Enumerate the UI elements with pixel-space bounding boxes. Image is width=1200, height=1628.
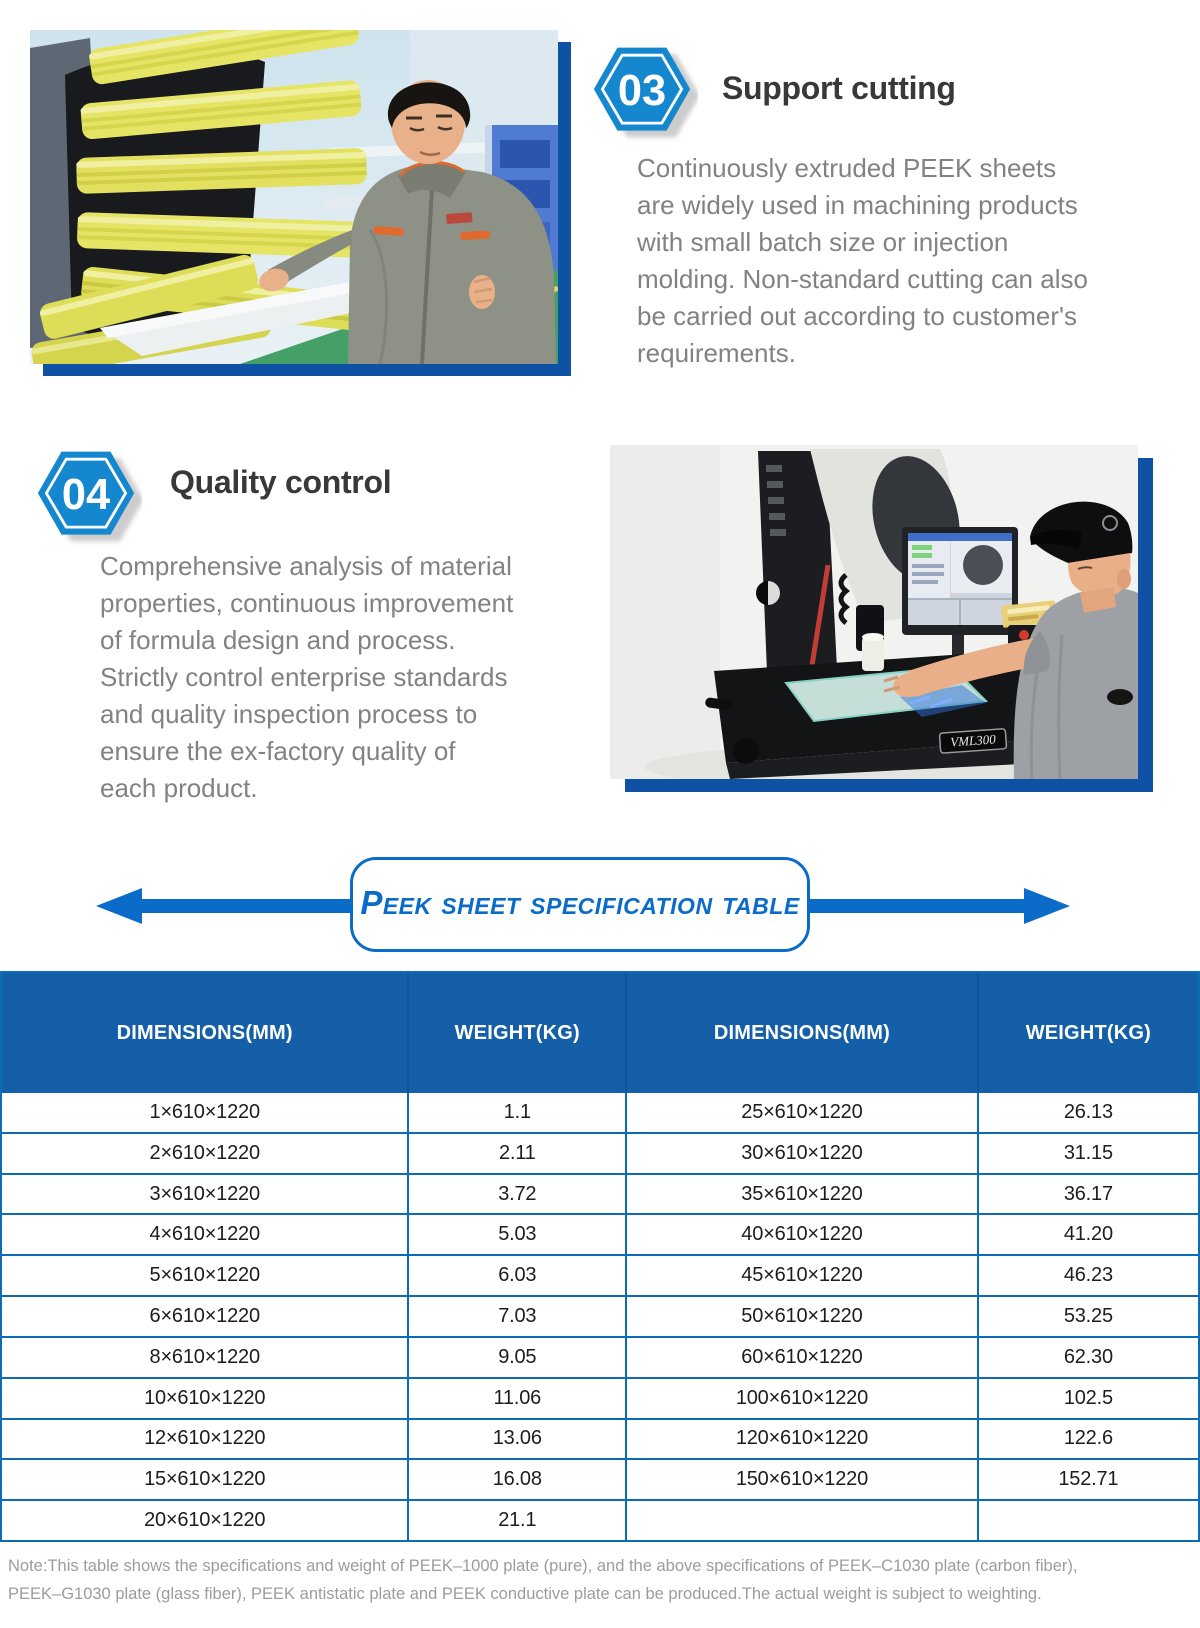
machine-nameplate: VML300 [938, 728, 1008, 754]
table-row: 3×610×1220 3.72 35×610×1220 36.17 [2, 1172, 1198, 1214]
table-cell: 53.25 [976, 1297, 1198, 1336]
table-row: 4×610×1220 5.03 40×610×1220 41.20 [2, 1213, 1198, 1255]
table-cell: 36.17 [976, 1174, 1198, 1214]
table-cell: 5.03 [407, 1215, 625, 1255]
table-cell: 6.03 [407, 1256, 625, 1296]
section-body-support-cutting: Continuously extruded PEEK sheets are wi… [637, 153, 1088, 368]
spec-table-header: DIMENSIONS(MM) WEIGHT(KG) DIMENSIONS(MM) WE… [0, 971, 1200, 1093]
table-row: 15×610×1220 16.08 150×610×1220 152.71 [2, 1458, 1198, 1500]
table-cell: 10×610×1220 [144, 1386, 266, 1409]
table-cell [625, 1501, 977, 1540]
quality-photo-illustration: VML300 [610, 445, 1138, 779]
quality-control-photo: VML300 [610, 445, 1138, 779]
table-cell: 2.11 [407, 1133, 625, 1173]
machine-label: VML300 [950, 731, 997, 749]
section-title-support-cutting: Support cutting [722, 70, 956, 106]
table-cell: 6×610×1220 [149, 1304, 261, 1327]
table-cell: 4×610×1220 [149, 1223, 261, 1246]
table-cell: 11.06 [407, 1378, 625, 1418]
factory-photo-illustration [30, 30, 558, 364]
table-cell [976, 1501, 1198, 1540]
table-cell: 3.72 [407, 1174, 625, 1214]
table-cell: 45×610×1220 [625, 1256, 977, 1296]
table-cell: 150×610×1220 [625, 1460, 977, 1500]
table-cell: 3×610×1220 [149, 1182, 261, 1205]
table-cell: 25×610×1220 [625, 1093, 977, 1132]
table-row: 8×610×1220 9.05 60×610×1220 62.30 [2, 1335, 1198, 1377]
table-cell: 16.08 [407, 1460, 625, 1500]
table-row: 6×610×1220 7.03 50×610×1220 53.25 [2, 1295, 1198, 1336]
table-row: 2×610×1220 2.11 30×610×1220 31.15 [2, 1131, 1198, 1173]
table-row: 12×610×1220 13.06 120×610×1220 122.6 [2, 1417, 1198, 1459]
table-cell: 15×610×1220 [144, 1468, 266, 1491]
table-cell: 1×610×1220 [149, 1100, 261, 1123]
table-cell: 5×610×1220 [149, 1264, 261, 1287]
table-row: 10×610×1220 11.06 100×610×1220 102.5 [2, 1376, 1198, 1418]
table-cell: 2×610×1220 [149, 1141, 261, 1164]
table-cell: 152.71 [976, 1460, 1198, 1500]
table-cell: 102.5 [976, 1378, 1198, 1418]
hexagon-badge-icon: 03 [593, 47, 700, 138]
table-cell: 41.20 [976, 1215, 1198, 1255]
table-cell: 62.30 [976, 1337, 1198, 1377]
column-header: WEIGHT(KG) [407, 973, 625, 1093]
column-header: DIMENSIONS(MM) [116, 1021, 293, 1044]
spec-table-body: 1×610×1220 1.1 25×610×1220 26.13 2×610×1220 2… [0, 1093, 1200, 1542]
table-cell: 46.23 [976, 1256, 1198, 1296]
table-cell: 21.1 [407, 1501, 625, 1540]
column-header: DIMENSIONS(MM) [625, 973, 977, 1093]
table-cell: 7.03 [407, 1297, 625, 1336]
step-number: 03 [618, 67, 666, 115]
table-cell: 100×610×1220 [625, 1378, 977, 1418]
table-cell: 50×610×1220 [625, 1297, 977, 1336]
table-cell: 8×610×1220 [149, 1345, 261, 1368]
table-row: 5×610×1220 6.03 45×610×1220 46.23 [2, 1254, 1198, 1296]
table-cell: 12×610×1220 [144, 1427, 266, 1450]
table-cell: 122.6 [976, 1419, 1198, 1459]
section-body-quality-control: Comprehensive analysis of material prope… [100, 551, 514, 803]
table-note: Note:This table shows the specifications… [8, 1557, 1078, 1603]
table-cell: 35×610×1220 [625, 1174, 977, 1214]
table-cell: 1.1 [407, 1093, 625, 1132]
spec-table: DIMENSIONS(MM) WEIGHT(KG) DIMENSIONS(MM) WE… [0, 971, 1200, 1542]
table-cell: 20×610×1220 [144, 1509, 266, 1532]
spec-table-banner-label: Peek sheet specification table [360, 883, 800, 921]
hexagon-badge-icon: 04 [37, 451, 144, 542]
table-cell: 120×610×1220 [625, 1419, 977, 1459]
spec-table-banner: Peek sheet specification table [350, 857, 810, 952]
section-title-quality-control: Quality control [170, 464, 392, 500]
column-header: WEIGHT(KG) [976, 973, 1198, 1093]
table-cell: 40×610×1220 [625, 1215, 977, 1255]
step-badge-04: 04 [30, 446, 144, 546]
step-number: 04 [62, 471, 110, 519]
table-row: 1×610×1220 1.1 25×610×1220 26.13 [2, 1093, 1198, 1132]
table-cell: 31.15 [976, 1133, 1198, 1173]
factory-photo [30, 30, 558, 364]
table-cell: 30×610×1220 [625, 1133, 977, 1173]
step-badge-03: 03 [586, 42, 700, 142]
table-cell: 13.06 [407, 1419, 625, 1459]
table-cell: 60×610×1220 [625, 1337, 977, 1377]
table-row: 20×610×1220 21.1 [2, 1499, 1198, 1540]
table-cell: 26.13 [976, 1093, 1198, 1132]
table-cell: 9.05 [407, 1337, 625, 1377]
